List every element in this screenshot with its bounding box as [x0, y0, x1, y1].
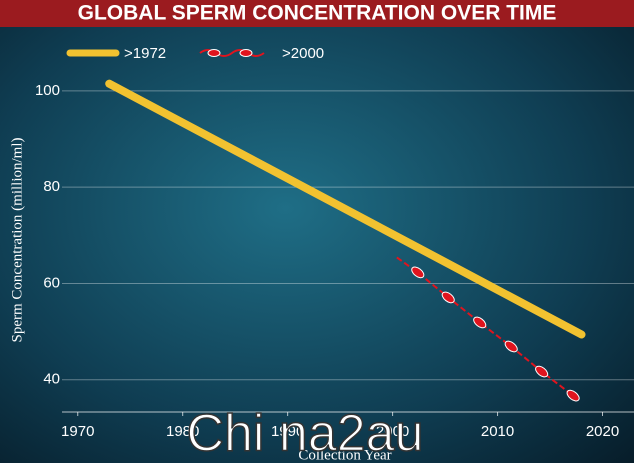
sperm-head — [441, 291, 455, 304]
series-line — [105, 79, 586, 339]
chart-title: GLOBAL SPERM CONCENTRATION OVER TIME — [78, 2, 557, 25]
y-tick-label: 60 — [43, 274, 60, 291]
x-tick-label: 1980 — [166, 423, 199, 440]
x-tick-label: 2010 — [481, 423, 514, 440]
sperm-head — [411, 266, 425, 279]
watermark: Chi na2au — [186, 405, 423, 463]
y-axis-label: Sperm Concentration (million/ml) — [9, 138, 25, 343]
x-tick-label: 1990 — [271, 423, 304, 440]
sperm-head — [566, 389, 580, 402]
legend-swatch — [239, 49, 253, 57]
x-axis-label: Collection Year — [298, 447, 391, 463]
sperm-head — [535, 365, 549, 378]
x-tick-label: 2000 — [376, 423, 409, 440]
y-tick-label: 100 — [35, 82, 60, 99]
y-tick-label: 40 — [43, 371, 60, 388]
y-tick-label: 80 — [43, 178, 60, 195]
legend-label: >1972 — [124, 45, 166, 62]
legend-label: >2000 — [282, 45, 324, 62]
sperm-head — [473, 316, 487, 329]
sperm-head — [504, 340, 518, 353]
x-tick-label: 2020 — [586, 423, 619, 440]
title-bar — [0, 0, 634, 27]
legend-swatch — [207, 49, 221, 57]
x-tick-label: 1970 — [61, 423, 94, 440]
